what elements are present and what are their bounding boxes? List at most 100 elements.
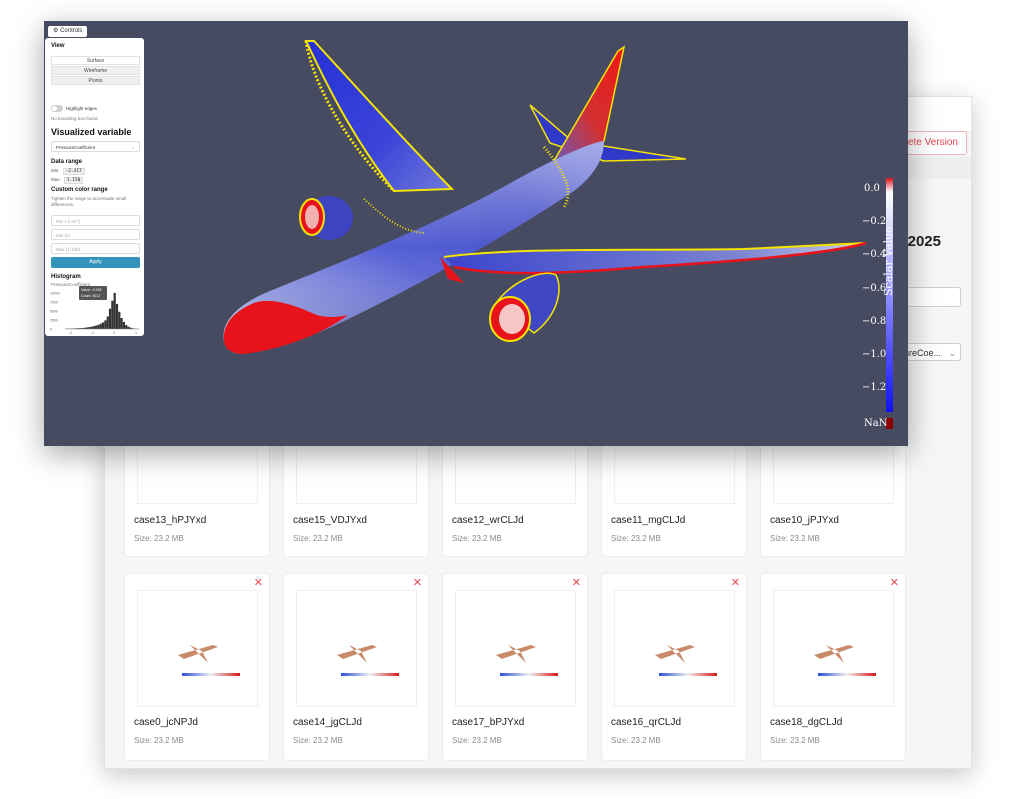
thumbnail-render <box>814 645 876 676</box>
case-name: case16_qrCLJd <box>611 717 682 728</box>
thumbnail-render <box>178 645 240 676</box>
histogram-bar <box>74 328 77 329</box>
case-card[interactable]: case0_jcNPJd Size: 23.2 MB ✕ <box>124 573 270 761</box>
colorbar-tick: 0.0 <box>864 183 880 194</box>
case-name: case18_dgCLJd <box>770 717 843 728</box>
histogram-y-tick: 2500 <box>50 319 58 323</box>
thumbnail-aircraft <box>337 645 377 663</box>
far-wing <box>304 40 455 193</box>
custom-range-hint: Tighten the range to accentuate small di… <box>51 196 127 207</box>
viewer-window: 0.0 −0.2 −0.4 −0.6 −0.8 −1.0 −1.2 NaN Sc… <box>44 21 908 446</box>
histogram-bar <box>90 326 93 329</box>
case-name: case13_hPJYxd <box>134 515 207 526</box>
case-thumbnail[interactable] <box>455 590 576 707</box>
histogram-bar <box>88 327 91 329</box>
case-size: Size: 23.2 MB <box>293 736 343 745</box>
histogram-bar <box>83 327 86 329</box>
highlight-edges-label: Highlight edges <box>66 106 98 111</box>
close-icon[interactable]: ✕ <box>412 577 422 589</box>
case-card[interactable]: case17_bPJYxd Size: 23.2 MB ✕ <box>442 573 588 761</box>
data-range-max: Max: 1.150 <box>51 177 84 184</box>
histogram-bar <box>129 327 132 329</box>
case-name: case14_jgCLJd <box>293 717 362 728</box>
case-size: Size: 23.2 MB <box>134 736 184 745</box>
bounding-box-text: No bounding box found <box>51 116 98 121</box>
dataset-title-year: 2025 <box>907 233 941 250</box>
histogram-bar <box>120 318 123 329</box>
colorbar-gradient <box>886 178 893 412</box>
case-card[interactable]: case16_qrCLJd Size: 23.2 MB ✕ <box>601 573 747 761</box>
view-mode-surface[interactable]: Surface <box>51 56 140 65</box>
histogram-tooltip-bin: Value: -0.035 <box>81 288 102 292</box>
histogram-bar <box>99 323 102 329</box>
colorbar-tick: −1.2 <box>862 382 887 393</box>
colorbar <box>886 178 893 429</box>
thumbnail-aircraft <box>655 645 695 663</box>
custom-mid-input[interactable]: Mid (0) <box>51 229 140 240</box>
case-thumbnail[interactable] <box>773 590 894 707</box>
thumbnail-colorbar <box>818 673 876 676</box>
controls-tab[interactable]: ⚙ Controls <box>48 26 88 37</box>
histogram-x-tick: 1 <box>135 331 137 335</box>
case-thumbnail[interactable] <box>614 590 735 707</box>
close-icon[interactable]: ✕ <box>730 577 740 589</box>
custom-min-input[interactable]: Min (-2.417) <box>51 215 140 226</box>
close-icon[interactable]: ✕ <box>253 577 263 589</box>
thumbnail-colorbar <box>500 673 558 676</box>
histogram-bar <box>81 328 84 329</box>
histogram-bar <box>102 322 105 329</box>
case-size: Size: 23.2 MB <box>770 736 820 745</box>
view-heading: View <box>51 43 65 49</box>
case-thumbnail[interactable] <box>296 590 417 707</box>
histogram-bar <box>118 311 121 329</box>
highlight-edges-toggle[interactable] <box>51 105 63 112</box>
histogram-bar <box>127 326 130 329</box>
close-icon[interactable]: ✕ <box>571 577 581 589</box>
histogram-y-tick: 10000 <box>50 292 60 296</box>
histogram-bar <box>76 328 79 329</box>
histogram-y-tick: 5000 <box>50 310 58 314</box>
close-icon[interactable]: ✕ <box>889 577 899 589</box>
view-mode-points[interactable]: Points <box>51 76 140 85</box>
case-card[interactable]: case18_dgCLJd Size: 23.2 MB ✕ <box>760 573 906 761</box>
thumbnail-colorbar <box>182 673 240 676</box>
view-mode-wireframe[interactable]: Wireframe <box>51 66 140 75</box>
histogram-x-tick: -1 <box>91 331 94 335</box>
apply-button[interactable]: Apply <box>51 257 140 268</box>
thumbnail-render <box>337 645 399 676</box>
histogram-x-tick: 0 <box>113 331 115 335</box>
data-range-min: Min: -2.417 <box>51 168 85 175</box>
visualized-variable-select[interactable]: PressureCoefficient ⌄ <box>51 141 140 152</box>
near-engine <box>489 272 560 342</box>
case-name: case12_wrCLJd <box>452 515 524 526</box>
case-size: Size: 23.2 MB <box>134 534 184 543</box>
thumbnail-render <box>655 645 717 676</box>
histogram-bar <box>125 325 128 329</box>
custom-max-input[interactable]: Max (1.150) <box>51 243 140 254</box>
histogram-chart[interactable]: 10000 7500 5000 2500 0 -2 -1 0 1 <box>45 285 144 335</box>
colorbar-nan-swatch <box>886 418 893 429</box>
thumbnail-aircraft <box>814 645 854 663</box>
visualized-variable-heading: Visualized variable <box>51 127 132 137</box>
variable-select[interactable]: ureCoe... ⌄ <box>899 343 961 361</box>
colorbar-tick: −1.0 <box>862 349 887 360</box>
case-name: case11_mgCLJd <box>611 515 686 526</box>
histogram-heading: Histogram <box>51 274 81 280</box>
case-thumbnail[interactable] <box>137 590 258 707</box>
controls-panel: View Surface Wireframe Points Highlight … <box>45 38 144 336</box>
case-name: case10_jPJYxd <box>770 515 839 526</box>
data-range-heading: Data range <box>51 159 83 165</box>
histogram-bar <box>97 324 100 329</box>
case-name: case0_jcNPJd <box>134 717 198 728</box>
histogram-bar <box>104 320 107 329</box>
histogram-x-tick: -2 <box>69 331 72 335</box>
case-card[interactable]: case14_jgCLJd Size: 23.2 MB ✕ <box>283 573 429 761</box>
histogram-bar <box>122 321 126 329</box>
nose-high-pressure <box>223 300 348 354</box>
render-viewport[interactable] <box>44 21 908 446</box>
histogram-y-tick: 0 <box>50 328 52 332</box>
colorbar-tick: −0.2 <box>862 216 887 227</box>
max-label: Max: <box>51 177 61 182</box>
case-size: Size: 23.2 MB <box>770 534 820 543</box>
histogram-tooltip: Value: -0.035 Count: 4012 <box>79 286 107 300</box>
